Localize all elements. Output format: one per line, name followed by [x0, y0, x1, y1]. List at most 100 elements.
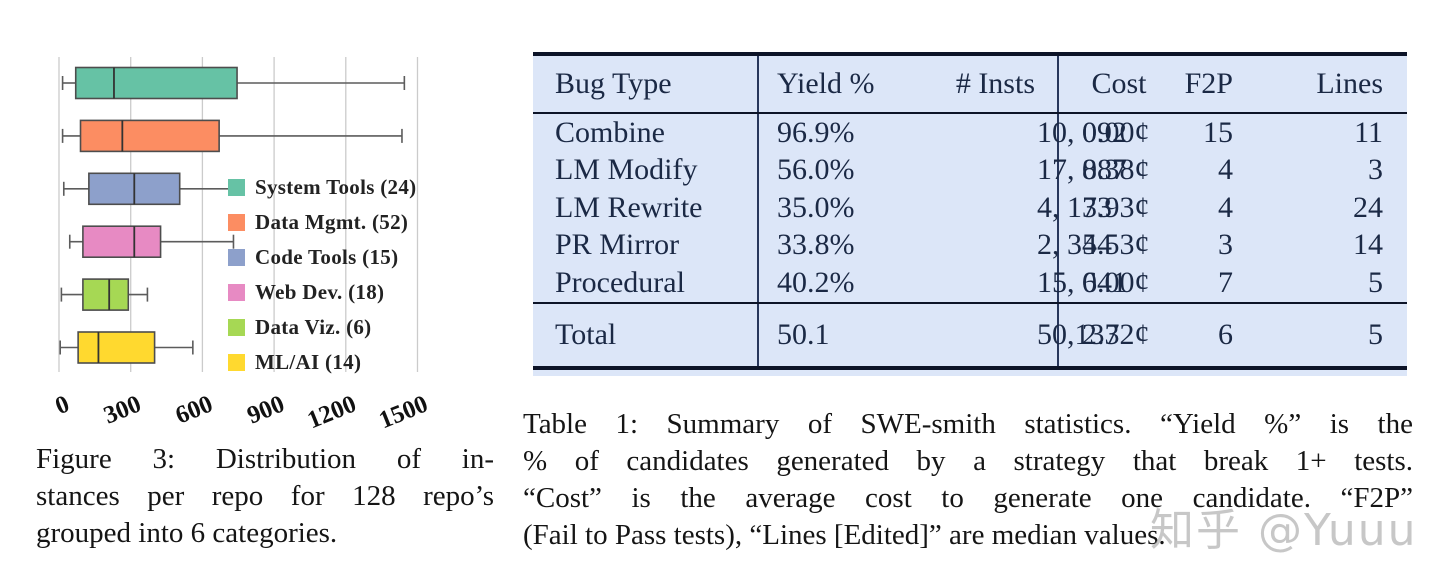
x-tick-label: 1500	[375, 391, 431, 435]
table-total-row: Total 50.1 50,137 2.32¢ 6 5	[533, 303, 1407, 366]
table-header-cell: Yield %	[777, 67, 875, 100]
legend-swatch-icon	[228, 249, 245, 266]
legend-item: System Tools (24)	[228, 170, 416, 205]
x-tick-label: 0	[52, 391, 74, 421]
box-group	[59, 331, 194, 364]
legend-item: Code Tools (15)	[228, 240, 416, 275]
table-cell: 3	[1368, 153, 1383, 187]
table-cell: PR Mirror	[533, 226, 759, 264]
box-group	[60, 278, 149, 311]
stats-table: Bug Type Yield % # Insts Cost F2P Lines Combin…	[533, 52, 1407, 376]
table-bottom-rule	[533, 365, 1407, 370]
table-cell: 14	[1353, 228, 1383, 262]
table-total-cell: 50,137	[909, 303, 1120, 366]
caption-line: stances per repo for 128 repo’s	[36, 480, 494, 512]
legend-item: ML/AI (14)	[228, 345, 416, 380]
box	[74, 66, 238, 100]
legend-swatch-icon	[228, 284, 245, 301]
box	[79, 119, 220, 153]
table-cell: 4	[1218, 153, 1233, 187]
x-tick-label: 600	[172, 391, 217, 430]
legend-swatch-icon	[228, 214, 245, 231]
table-cell: 10, 092	[909, 114, 1127, 152]
table-cell: 11	[1354, 115, 1383, 149]
table-total-cell: 50.1	[777, 317, 830, 351]
caption-line: (Fail to Pass tests), “Lines [Edited]” a…	[523, 519, 1166, 551]
figure-caption: Figure 3: Distribution of in-stances per…	[36, 441, 494, 552]
table-cell: 5	[1368, 265, 1383, 299]
table-total-cell: Total	[533, 303, 759, 366]
x-tick-label: 900	[243, 391, 288, 430]
table-row: Combine 96.9% 10, 092 0.00¢ 15 11	[533, 114, 1407, 152]
table-cell: 24	[1353, 190, 1383, 224]
table-cell: LM Modify	[533, 151, 759, 189]
table-cell: 2, 344	[909, 226, 1112, 264]
table-total-cell: 5	[1368, 317, 1383, 351]
table-header-rule	[533, 112, 1407, 114]
table-cell: 3	[1218, 228, 1233, 262]
table-total-cell: 2.32¢	[1082, 317, 1150, 351]
caption-line: % of candidates generated by a strategy …	[523, 445, 1413, 477]
legend-label: Code Tools (15)	[255, 245, 399, 269]
table-cell: 15, 641	[909, 264, 1127, 302]
legend-swatch-icon	[228, 354, 245, 371]
legend-label: Data Viz. (6)	[255, 315, 372, 339]
table-header-cell: Cost	[1091, 67, 1147, 100]
table-cell: 3.93¢	[1082, 190, 1150, 224]
box-group	[61, 119, 403, 153]
box-group	[61, 66, 406, 100]
table-cell: 17, 887	[909, 151, 1127, 189]
table-cell: 35.0%	[777, 190, 855, 224]
chart-legend: System Tools (24) Data Mgmt. (52) Code Too…	[228, 170, 416, 380]
table-cell: 4	[1218, 190, 1233, 224]
boxplot-chart: 0 300 600 900 1200 1500	[52, 57, 432, 435]
table-cell: 5.53¢	[1082, 228, 1150, 262]
table-total-cell: 6	[1218, 317, 1233, 351]
legend-item: Web Dev. (18)	[228, 275, 416, 310]
table-cell: 40.2%	[777, 265, 855, 299]
box-group	[68, 225, 235, 258]
caption-line: Figure 3: Distribution of in-	[36, 443, 494, 475]
table-cell: 0.00¢	[1082, 115, 1150, 149]
legend-swatch-icon	[228, 179, 245, 196]
x-tick-label: 300	[100, 391, 145, 430]
table-cell: 15	[1203, 115, 1233, 149]
table-cell: 96.9%	[777, 115, 855, 149]
table-header-cell: # Insts	[909, 56, 1059, 112]
caption-line: Table 1: Summary of SWE-smith statistics…	[523, 408, 1413, 440]
gridlines	[58, 57, 419, 372]
caption-line: grouped into 6 categories.	[36, 517, 338, 549]
table-cell: 0.00¢	[1082, 265, 1150, 299]
table-row: LM Rewrite 35.0% 4, 173 3.93¢ 4 24	[533, 189, 1407, 227]
box	[77, 331, 156, 364]
table-caption: Table 1: Summary of SWE-smith statistics…	[523, 406, 1413, 554]
legend-label: System Tools (24)	[255, 175, 417, 199]
box-group	[62, 172, 243, 206]
legend-label: ML/AI (14)	[255, 350, 362, 374]
table-row: Procedural 40.2% 15, 641 0.00¢ 7 5	[533, 264, 1407, 302]
watermark: 知乎 @Yuuu	[1150, 505, 1418, 556]
legend-label: Data Mgmt. (52)	[255, 210, 409, 234]
table-row: LM Modify 56.0% 17, 887 0.38¢ 4 3	[533, 151, 1407, 189]
table-total-rule	[533, 301, 1407, 304]
x-tick-label: 1200	[304, 391, 360, 435]
legend-item: Data Mgmt. (52)	[228, 205, 416, 240]
table-header-cell: F2P	[1184, 67, 1233, 100]
table-top-rule	[533, 52, 1407, 56]
x-tick-labels: 0 300 600 900 1200 1500	[52, 391, 432, 435]
table-header-row: Bug Type Yield % # Insts Cost F2P Lines	[533, 56, 1407, 112]
table-cell: 33.8%	[777, 228, 855, 262]
table-header-cell: Lines	[1316, 67, 1383, 100]
legend-swatch-icon	[228, 319, 245, 336]
table-row: PR Mirror 33.8% 2, 344 5.53¢ 3 14	[533, 226, 1407, 264]
legend-label: Web Dev. (18)	[255, 280, 385, 304]
box	[82, 278, 130, 311]
legend-item: Data Viz. (6)	[228, 310, 416, 345]
table-header-cell: Bug Type	[533, 56, 759, 112]
box	[82, 225, 162, 258]
table-cell: 7	[1218, 265, 1233, 299]
table-cell: Procedural	[533, 264, 759, 302]
table-cell: 0.38¢	[1082, 153, 1150, 187]
boxes	[59, 66, 406, 364]
